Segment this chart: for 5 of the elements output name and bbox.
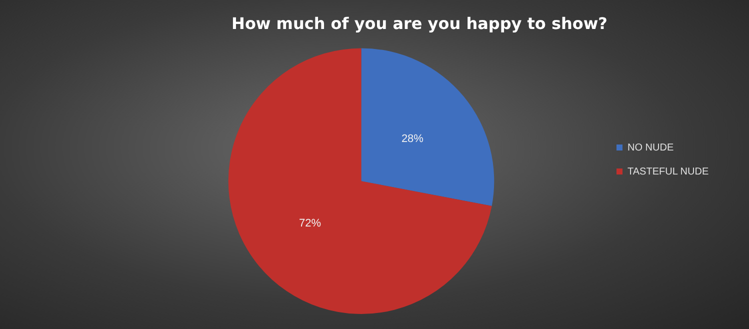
data-label: 28% [401,132,424,145]
chart-title: How much of you are you happy to show? [232,14,608,33]
legend-label: NO NUDE [628,142,674,154]
legend-label: TASTEFUL NUDE [628,166,709,178]
data-label: 72% [299,217,322,230]
